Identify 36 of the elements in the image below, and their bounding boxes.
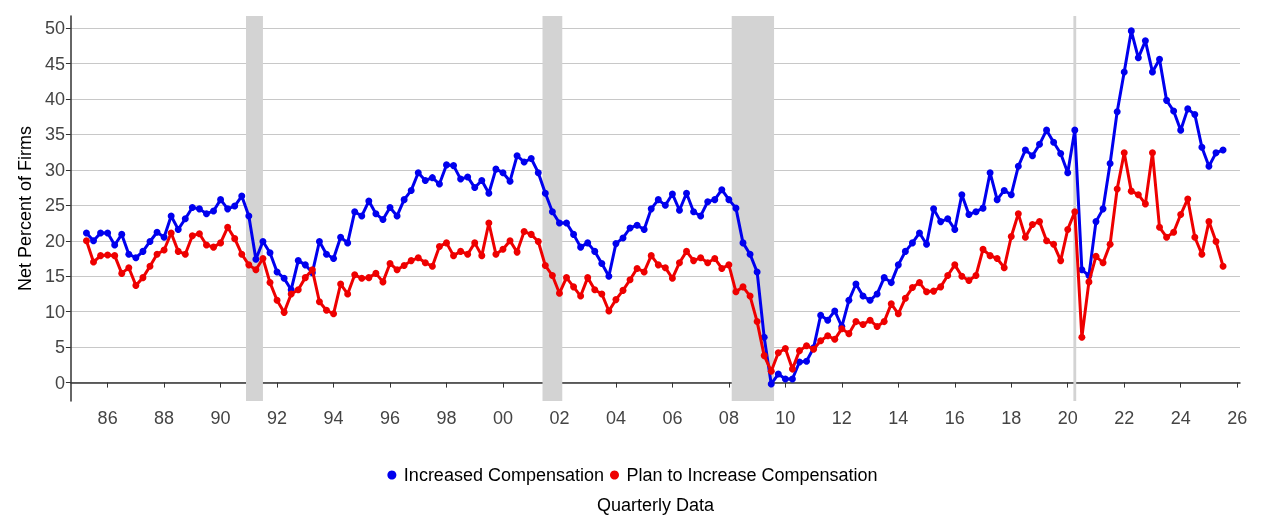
x-axis-title: Quarterly Data bbox=[596, 495, 715, 515]
x-tick-label: 16 bbox=[944, 408, 965, 428]
x-tick-label: 00 bbox=[492, 408, 513, 428]
y-tick-label: 30 bbox=[44, 159, 65, 180]
x-tick-label: 26 bbox=[1227, 408, 1248, 428]
x-tick-label: 92 bbox=[267, 408, 288, 428]
x-tick-label: 10 bbox=[775, 408, 796, 428]
x-tick-label: 18 bbox=[1001, 408, 1022, 428]
legend-label: Plan to Increase Compensation bbox=[626, 465, 878, 485]
y-tick-label: 20 bbox=[44, 230, 65, 251]
x-tick-label: 04 bbox=[605, 408, 626, 428]
x-tick-label: 02 bbox=[549, 408, 570, 428]
x-tick-label: 08 bbox=[718, 408, 739, 428]
y-tick-label: 10 bbox=[44, 301, 65, 322]
y-tick-label: 35 bbox=[44, 124, 65, 145]
x-tick-label: 20 bbox=[1057, 408, 1078, 428]
x-tick-label: 98 bbox=[436, 408, 457, 428]
y-tick-label: 15 bbox=[44, 266, 65, 287]
y-tick-label: 5 bbox=[54, 337, 65, 358]
y-tick-label: 40 bbox=[44, 88, 65, 109]
legend-label: Increased Compensation bbox=[403, 465, 604, 485]
x-tick-label: 14 bbox=[888, 408, 909, 428]
y-axis-title: Net Percent of Firms bbox=[15, 125, 35, 292]
y-tick-label: 50 bbox=[44, 18, 65, 39]
x-tick-label: 12 bbox=[831, 408, 852, 428]
x-tick-label: 94 bbox=[323, 408, 344, 428]
x-tick-label: 88 bbox=[154, 408, 175, 428]
y-tick-label: 25 bbox=[44, 195, 65, 216]
y-tick-label: 45 bbox=[44, 53, 65, 74]
x-tick-label: 90 bbox=[210, 408, 231, 428]
x-tick-label: 96 bbox=[380, 408, 401, 428]
x-tick-label: 86 bbox=[97, 408, 118, 428]
x-tick-label: 06 bbox=[662, 408, 683, 428]
x-tick-label: 24 bbox=[1170, 408, 1191, 428]
x-tick-label: 22 bbox=[1114, 408, 1135, 428]
y-tick-label: 0 bbox=[54, 372, 65, 393]
